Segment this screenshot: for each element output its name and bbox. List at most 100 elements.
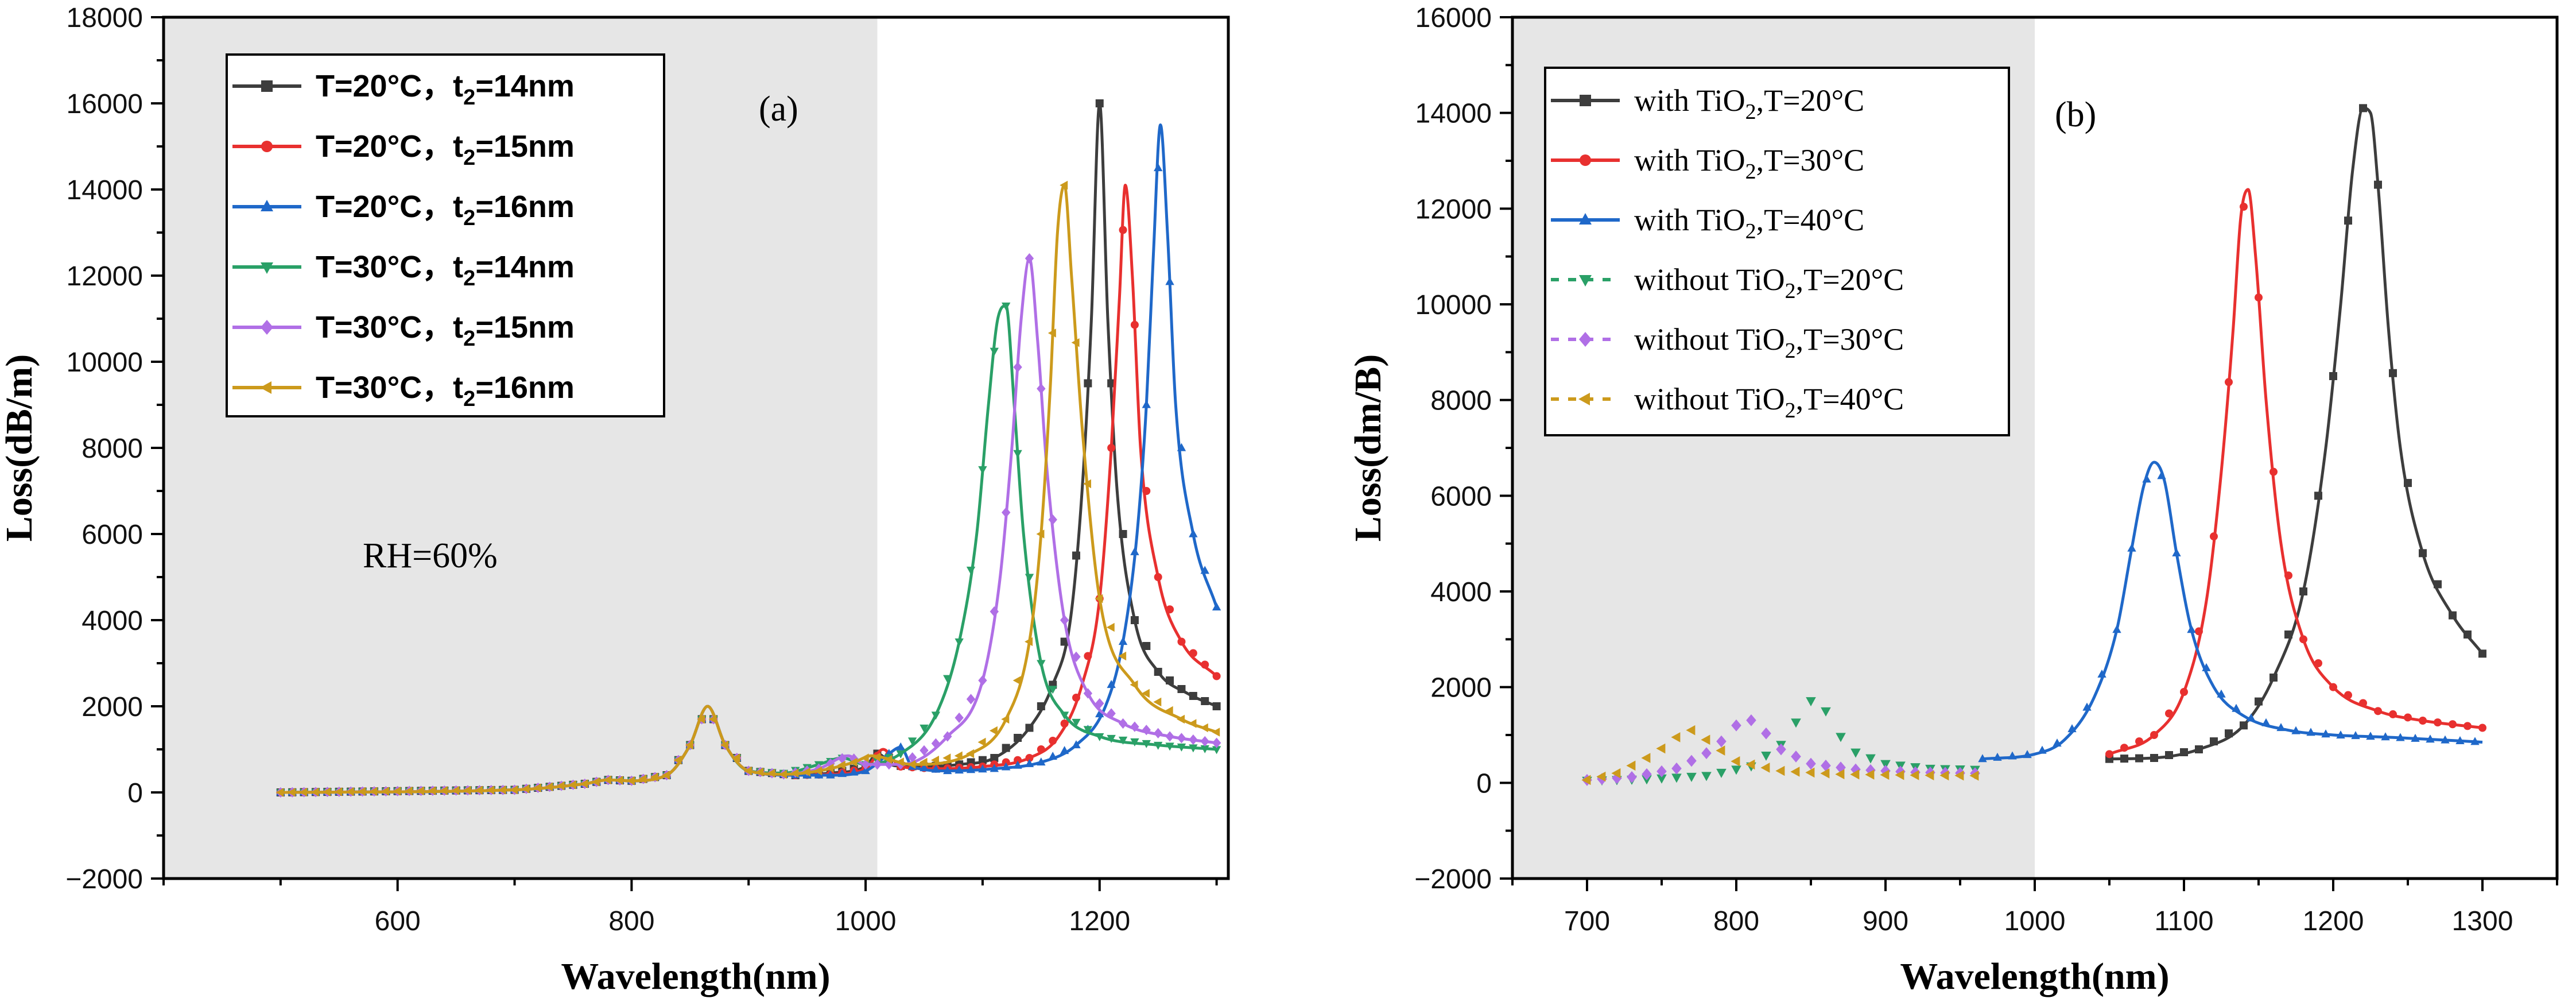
y-tick-label: 0	[127, 778, 143, 808]
y-tick-label: −2000	[65, 864, 143, 895]
data-point	[1049, 737, 1057, 745]
x-tick-label: 800	[1713, 906, 1759, 937]
data-point	[1142, 487, 1150, 495]
data-point	[2374, 181, 2382, 189]
data-point	[2359, 104, 2367, 112]
data-point	[2210, 737, 2218, 745]
data-point	[2210, 532, 2218, 540]
data-point	[1014, 734, 1022, 742]
data-point	[2434, 581, 2442, 589]
legend-marker	[261, 141, 273, 152]
data-point	[2135, 755, 2143, 763]
data-point	[1037, 745, 1045, 753]
data-point	[2269, 674, 2278, 682]
y-tick-label: 2000	[82, 692, 143, 722]
data-point	[2284, 571, 2292, 579]
data-point	[2374, 707, 2382, 715]
y-tick-label: 14000	[1415, 99, 1492, 129]
data-point	[2314, 492, 2322, 500]
data-point	[2359, 699, 2367, 707]
data-point	[2404, 713, 2412, 721]
data-point	[1084, 380, 1092, 388]
y-tick-label: 10000	[1415, 290, 1492, 320]
data-point	[2434, 718, 2442, 726]
panel-a-chart: 600 800 1000 1200−2000020004000600080001000…	[0, 3, 1228, 997]
x-tick-label: 800	[608, 906, 654, 937]
data-point	[2344, 216, 2352, 225]
data-point	[1131, 616, 1139, 624]
y-tick-label: 6000	[1430, 481, 1492, 512]
data-point	[2120, 755, 2128, 763]
data-point	[2404, 479, 2412, 487]
panel-a-label: (a)	[759, 90, 798, 129]
data-point	[2135, 737, 2143, 745]
panel-b-legend: with TiO2,T=20°Cwith TiO2,T=30°Cwith TiO…	[1545, 68, 2009, 435]
data-point	[2464, 630, 2472, 639]
data-point	[2180, 688, 2188, 696]
data-point	[1037, 702, 1045, 710]
data-point	[2225, 378, 2233, 386]
data-point	[1096, 99, 1104, 107]
y-tick-label: 10000	[67, 347, 143, 378]
x-tick-label: 600	[375, 906, 421, 937]
data-point	[2180, 748, 2188, 756]
y-tick-label: 4000	[1430, 577, 1492, 608]
data-point	[2255, 293, 2263, 301]
y-tick-label: 4000	[82, 606, 143, 636]
x-tick-label: 1000	[2004, 906, 2066, 937]
data-point	[2120, 744, 2128, 752]
data-point	[2240, 721, 2248, 729]
data-point	[1213, 702, 1221, 710]
data-point	[2464, 722, 2472, 730]
data-point	[1072, 552, 1080, 560]
data-point	[1142, 642, 1150, 650]
data-point	[2269, 468, 2278, 476]
data-point	[1084, 652, 1092, 660]
data-point	[2165, 710, 2173, 718]
data-point	[2389, 369, 2397, 377]
data-point	[2478, 649, 2486, 657]
data-point	[1189, 649, 1197, 657]
data-point	[1189, 692, 1197, 700]
data-point	[2314, 659, 2322, 667]
data-point	[1107, 444, 1115, 452]
data-point	[2299, 635, 2307, 643]
y-tick-label: 2000	[1430, 673, 1492, 703]
y-tick-label: 16000	[67, 89, 143, 119]
y-tick-label: −2000	[1414, 864, 1492, 895]
panel-a-ylabel: Loss(dB/m)	[0, 354, 40, 541]
data-point	[2255, 698, 2263, 706]
x-tick-label: 900	[1863, 906, 1908, 937]
data-point	[1154, 668, 1162, 676]
data-point	[1213, 672, 1221, 680]
legend-marker	[261, 80, 273, 92]
data-point	[2329, 372, 2337, 380]
panel-a-legend-frame	[227, 55, 664, 416]
data-point	[2478, 724, 2486, 732]
data-point	[2389, 710, 2397, 718]
panel-b-legend-frame	[1545, 68, 2009, 435]
data-point	[1177, 685, 1185, 693]
rh-annotation: RH=60%	[363, 536, 498, 575]
data-point	[1154, 573, 1162, 581]
data-point	[1131, 321, 1139, 329]
data-point	[1166, 676, 1174, 684]
y-tick-label: 12000	[1415, 194, 1492, 225]
data-point	[2165, 751, 2173, 759]
y-tick-label: 12000	[67, 261, 143, 292]
data-point	[2284, 630, 2292, 639]
data-point	[1201, 661, 1209, 669]
legend-marker	[1580, 95, 1591, 106]
data-point	[2225, 729, 2233, 737]
data-point	[2240, 203, 2248, 211]
y-tick-label: 18000	[67, 3, 143, 33]
x-tick-label: 1200	[2303, 906, 2364, 937]
y-tick-label: 16000	[1415, 3, 1492, 33]
y-tick-label: 6000	[82, 520, 143, 550]
x-tick-label: 700	[1564, 906, 1610, 937]
data-point	[2344, 691, 2352, 699]
data-point	[2195, 627, 2203, 635]
data-point	[2150, 731, 2158, 739]
x-tick-label: 1300	[2452, 906, 2513, 937]
